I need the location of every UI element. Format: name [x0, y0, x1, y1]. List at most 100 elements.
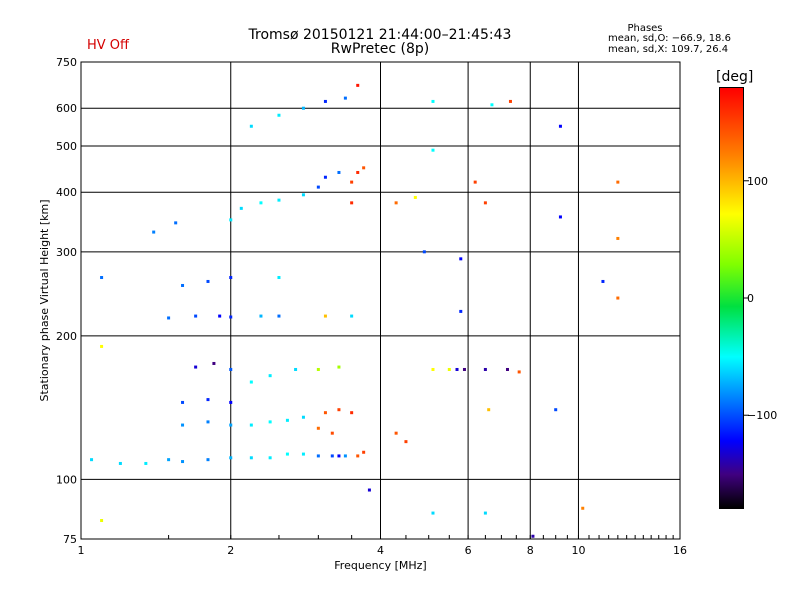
phases-stats-x: mean, sd,X: 109.7, 26.4 [608, 44, 729, 55]
echo-point [277, 198, 281, 202]
echo-point [558, 215, 562, 219]
echo-point [268, 420, 272, 424]
chart-subtitle: RwPretec (8p) [330, 41, 430, 57]
echo-point [350, 201, 354, 205]
echo-point [229, 423, 233, 427]
echo-point [181, 400, 185, 404]
echo-point [100, 344, 104, 348]
echo-point [229, 218, 233, 222]
phases-stats-o: mean, sd,O: −66.9, 18.6 [608, 33, 731, 44]
echo-point [268, 374, 272, 378]
echo-point [601, 279, 605, 283]
echo-point [212, 361, 216, 365]
echo-point [181, 423, 185, 427]
x-tick-label: 2 [227, 544, 234, 557]
echo-point [487, 408, 491, 412]
x-axis-label: Frequency [MHz] [334, 559, 426, 572]
echo-point [483, 201, 487, 205]
echo-point [422, 250, 426, 254]
echo-point [301, 193, 305, 197]
echo-point [316, 454, 320, 458]
y-tick-label: 75 [63, 533, 77, 546]
echo-point [473, 180, 477, 184]
echo-point [431, 511, 435, 515]
echo-point [277, 113, 281, 117]
echo-point [483, 367, 487, 371]
y-tick-label: 400 [56, 186, 77, 199]
echo-point [431, 367, 435, 371]
echo-point [356, 83, 360, 87]
echo-point [554, 408, 558, 412]
echo-point [194, 365, 198, 369]
echo-point [337, 408, 341, 412]
echo-point [455, 367, 459, 371]
echo-point [323, 314, 327, 318]
echo-point [181, 283, 185, 287]
y-tick-label: 600 [56, 102, 77, 115]
colorbar-tick-label: 100 [747, 175, 768, 188]
echo-point [229, 367, 233, 371]
echo-point [616, 180, 620, 184]
echo-point [249, 423, 253, 427]
echo-point [343, 96, 347, 100]
y-tick-label: 100 [56, 473, 77, 486]
echo-point [100, 276, 104, 280]
echo-point [337, 454, 341, 458]
echo-point [531, 534, 535, 538]
echo-point [517, 370, 521, 374]
echo-point [367, 488, 371, 492]
echo-point [249, 124, 253, 128]
echo-point [323, 175, 327, 179]
hv-status-label: HV Off [87, 38, 129, 53]
echo-point [259, 201, 263, 205]
echo-point [90, 458, 94, 462]
echo-point [508, 99, 512, 103]
echo-point [239, 206, 243, 210]
echo-point [356, 170, 360, 174]
colorbar-unit-label: [deg] [716, 69, 754, 85]
x-tick-label: 6 [465, 544, 472, 557]
y-axis-label: Stationary phase Virtual Height [km] [38, 199, 51, 401]
echo-point [356, 454, 360, 458]
echo-point [249, 380, 253, 384]
echo-point [459, 257, 463, 261]
y-tick-label: 750 [56, 56, 77, 69]
echo-point [194, 314, 198, 318]
echo-point [144, 461, 148, 465]
echo-point [483, 511, 487, 515]
echo-point [394, 431, 398, 435]
echo-point [447, 367, 451, 371]
echo-point [343, 454, 347, 458]
echo-point [459, 309, 463, 313]
echo-point [218, 314, 222, 318]
echo-point [277, 276, 281, 280]
echo-point [229, 400, 233, 404]
echo-point [616, 236, 620, 240]
echo-point [330, 454, 334, 458]
echo-point [404, 440, 408, 444]
echo-point [505, 367, 509, 371]
chart-title: Tromsø 20150121 21:44:00–21:45:43 [248, 27, 512, 43]
echo-point [277, 314, 281, 318]
echo-point [181, 460, 185, 464]
echo-point [350, 314, 354, 318]
x-tick-label: 1 [78, 544, 85, 557]
echo-point [413, 195, 417, 199]
echo-point [167, 316, 171, 320]
echo-point [316, 426, 320, 430]
echo-point [206, 279, 210, 283]
echo-point [362, 166, 366, 170]
echo-point [301, 106, 305, 110]
x-tick-label: 16 [673, 544, 687, 557]
echo-point [285, 418, 289, 422]
echo-point [229, 315, 233, 319]
echo-point [229, 276, 233, 280]
echo-point [118, 461, 122, 465]
echo-point [268, 456, 272, 460]
echo-point [301, 452, 305, 456]
echo-point [206, 420, 210, 424]
echo-point [174, 221, 178, 225]
echo-point [301, 415, 305, 419]
x-tick-label: 8 [527, 544, 534, 557]
